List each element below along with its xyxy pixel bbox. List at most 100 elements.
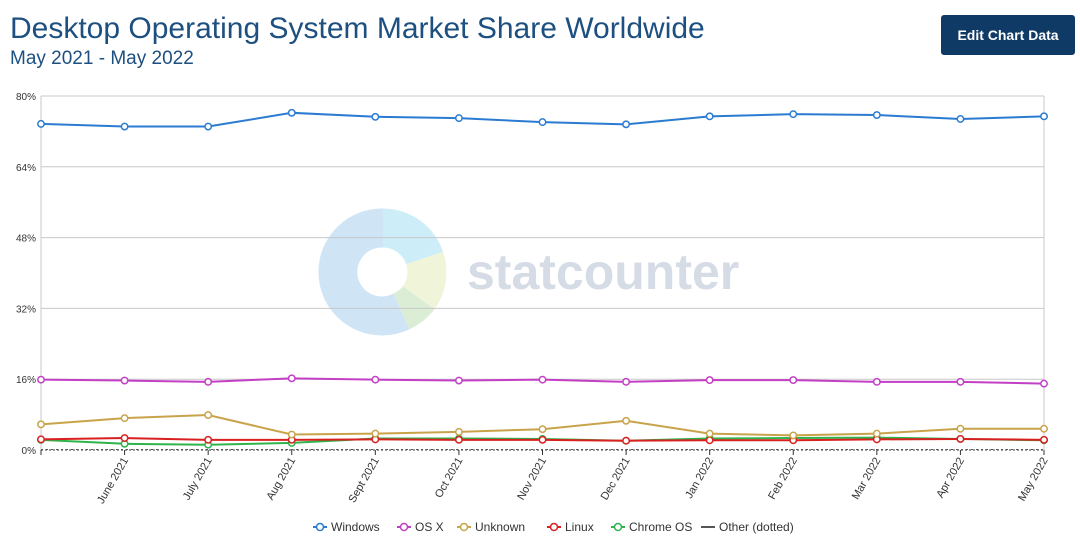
legend-marker [399,522,409,532]
data-point-os-x [622,377,631,386]
data-point-unknown [1040,424,1048,433]
x-tick-label: Oct 2021 [433,456,466,501]
watermark-donut-green [393,286,435,330]
legend-item-os-x[interactable]: OS X [397,520,444,534]
data-point-os-x [956,377,965,386]
data-point-linux [956,434,965,443]
y-tick-label: 0% [22,446,37,457]
edit-chart-data-button[interactable]: Edit Chart Data [941,15,1075,55]
legend-label: Windows [331,520,380,534]
data-point-os-x [789,376,798,385]
data-point-windows [120,122,129,131]
x-tick-label: June 2021 [95,456,131,507]
data-point-unknown [956,424,965,433]
chart-title: Desktop Operating System Market Share Wo… [10,12,705,45]
x-tick-label: Sept 2021 [346,456,381,505]
data-point-unknown [705,429,714,438]
legend-item-chrome-os[interactable]: Chrome OS [611,520,692,534]
legend-label: Unknown [475,520,525,534]
legend-label: Linux [565,520,594,534]
x-tick-label: Dec 2021 [599,456,633,503]
legend-item-windows[interactable]: Windows [313,520,380,534]
data-point-windows [1040,112,1048,121]
data-point-unknown [120,414,129,423]
legend-label: OS X [415,520,444,534]
x-tick-label: Jan 2022 [683,456,716,501]
y-tick-label: 16% [16,375,36,386]
data-point-unknown [872,429,881,438]
data-point-linux [37,435,45,444]
data-point-os-x [120,376,129,385]
x-tick-label: Aug 2021 [264,456,298,503]
data-point-os-x [204,377,213,386]
legend-item-unknown[interactable]: Unknown [457,520,525,534]
data-point-linux [622,436,631,445]
y-tick-label: 80% [16,92,36,103]
data-point-os-x [1040,379,1048,388]
legend-item-linux[interactable]: Linux [547,520,594,534]
y-tick-label: 48% [16,234,36,245]
data-point-os-x [538,375,547,384]
x-tick-label: Mar 2022 [850,456,884,502]
y-tick-label: 64% [16,163,36,174]
chart-subtitle: May 2021 - May 2022 [10,48,194,69]
data-point-windows [287,108,296,117]
y-tick-label: 32% [16,304,36,315]
data-point-os-x [872,377,881,386]
data-point-linux [705,436,714,445]
x-tick-label: July 2021 [181,456,215,503]
legend-marker [315,522,325,532]
legend-label: Chrome OS [629,520,692,534]
data-point-windows [37,119,45,128]
data-point-windows [956,115,965,123]
data-point-linux [454,435,463,444]
data-point-windows [705,112,714,121]
data-point-windows [789,110,798,119]
data-point-windows [872,111,881,119]
data-point-os-x [705,376,714,385]
legend-label: Other (dotted) [719,520,794,534]
watermark-donut-yellow [402,251,447,310]
series-unknown [37,411,1048,440]
data-point-windows [622,120,631,129]
data-point-windows [371,112,380,121]
legend-marker [549,522,559,532]
x-tick-label: Nov 2021 [515,456,549,503]
x-tick-label: May 2022 [1016,456,1051,504]
statcounter-watermark: statcounter [318,208,739,336]
series-windows [37,108,1048,131]
data-point-unknown [538,425,547,434]
data-point-unknown [454,427,463,436]
data-point-windows [204,122,213,131]
series-os-x [37,374,1048,388]
x-tick-label: Feb 2022 [766,456,800,502]
legend-item-other-dotted[interactable]: Other (dotted) [701,520,794,534]
series-layer [37,108,1048,451]
data-point-windows [454,114,463,123]
data-point-os-x [371,375,380,384]
x-tick-label: Apr 2022 [934,456,967,501]
data-point-unknown [204,411,213,419]
data-point-linux [538,435,547,444]
x-axis: June 2021 July 2021 Aug 2021 Sept 2021 Oct 2… [40,450,1051,507]
data-point-unknown [287,430,296,439]
data-point-linux [204,435,213,444]
data-point-linux [1040,435,1048,444]
y-axis: 0% 16% 32% 48% 64% 80% [16,92,36,457]
watermark-donut-cyan [383,208,444,265]
data-point-linux [120,434,129,443]
watermark-text: statcounter [467,244,739,300]
data-point-unknown [371,429,380,438]
series-linux [37,434,1048,445]
watermark-donut-blue [318,208,410,336]
legend: Windows OS X Unknown Linux Chrome OS Other (d… [313,520,794,534]
data-point-os-x [287,374,296,383]
data-point-os-x [454,376,463,385]
legend-marker [613,522,623,532]
data-point-unknown [37,420,45,429]
data-point-windows [538,118,547,127]
legend-marker [459,522,469,532]
data-point-unknown [622,416,631,425]
data-point-unknown [789,431,798,440]
